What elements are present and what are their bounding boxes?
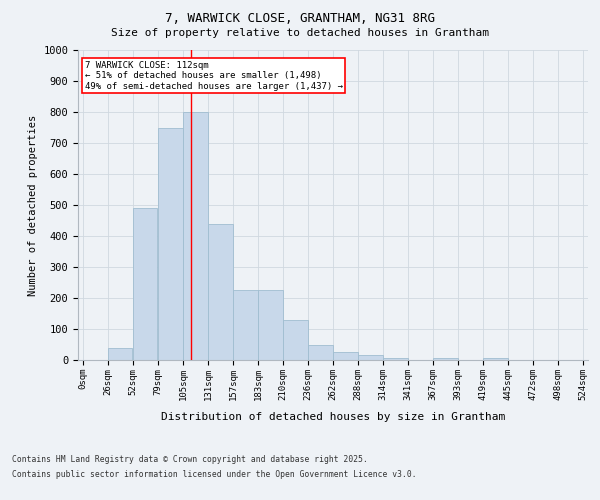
- Text: 7 WARWICK CLOSE: 112sqm
← 51% of detached houses are smaller (1,498)
49% of semi: 7 WARWICK CLOSE: 112sqm ← 51% of detache…: [85, 61, 343, 90]
- Bar: [208, 224, 233, 360]
- Bar: [433, 358, 458, 360]
- Bar: [108, 348, 133, 360]
- Text: Contains HM Land Registry data © Crown copyright and database right 2025.: Contains HM Land Registry data © Crown c…: [12, 455, 368, 464]
- Bar: [383, 358, 407, 360]
- Text: Contains public sector information licensed under the Open Government Licence v3: Contains public sector information licen…: [12, 470, 416, 479]
- Bar: [334, 352, 358, 360]
- Bar: [308, 344, 332, 360]
- Text: Distribution of detached houses by size in Grantham: Distribution of detached houses by size …: [161, 412, 505, 422]
- Bar: [283, 320, 308, 360]
- Bar: [358, 356, 383, 360]
- Bar: [259, 290, 283, 360]
- Text: Size of property relative to detached houses in Grantham: Size of property relative to detached ho…: [111, 28, 489, 38]
- Bar: [183, 112, 208, 360]
- Text: 7, WARWICK CLOSE, GRANTHAM, NG31 8RG: 7, WARWICK CLOSE, GRANTHAM, NG31 8RG: [165, 12, 435, 24]
- Bar: [484, 358, 508, 360]
- Bar: [133, 208, 157, 360]
- Bar: [158, 128, 182, 360]
- Bar: [233, 290, 257, 360]
- Y-axis label: Number of detached properties: Number of detached properties: [28, 114, 38, 296]
